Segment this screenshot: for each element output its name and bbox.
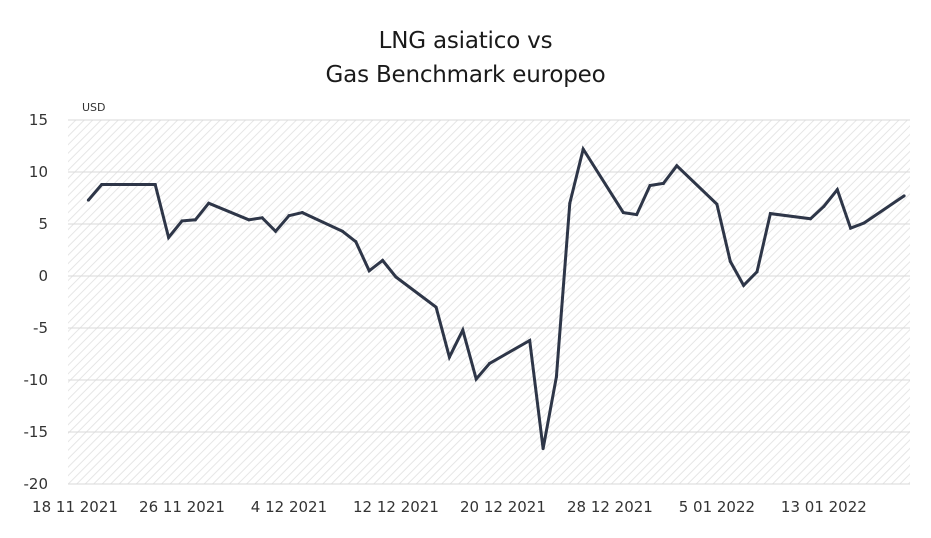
y-tick-label: -15 (24, 423, 49, 441)
data-point (100, 182, 104, 186)
data-point (835, 188, 839, 192)
data-point (715, 202, 719, 206)
series-layer (86, 145, 906, 451)
data-point (447, 355, 451, 359)
data-point (528, 338, 532, 342)
data-point (742, 283, 746, 287)
data-point (381, 258, 385, 262)
data-point (902, 194, 906, 198)
y-tick-label: 0 (38, 267, 48, 285)
data-point (180, 219, 184, 223)
x-tick-label: 5 01 2022 (679, 498, 755, 516)
data-point (849, 226, 853, 230)
data-point (822, 204, 826, 208)
chart-title-line-2: Gas Benchmark europeo (325, 62, 606, 88)
data-point (394, 275, 398, 279)
data-point (300, 211, 304, 215)
data-point (474, 377, 478, 381)
x-tick-label: 20 12 2021 (460, 498, 546, 516)
data-point (287, 214, 291, 218)
y-axis-tick-labels: 15 10 5 0 -5 -10 -15 -20 (24, 111, 49, 493)
x-tick-label: 12 12 2021 (353, 498, 439, 516)
data-point (86, 198, 90, 202)
data-point (354, 240, 358, 244)
data-point (153, 182, 157, 186)
data-point (661, 181, 665, 185)
data-point (768, 212, 772, 216)
data-point (554, 375, 558, 379)
y-axis-unit-label: USD (82, 101, 106, 114)
data-point (581, 147, 585, 151)
data-point (809, 217, 813, 221)
y-tick-label: 15 (29, 111, 48, 129)
data-point (340, 229, 344, 233)
data-point (434, 305, 438, 309)
data-point (621, 211, 625, 215)
data-point (541, 447, 545, 451)
grid-lines (68, 119, 910, 485)
plot-area (68, 120, 910, 484)
data-point (488, 361, 492, 365)
data-point (568, 201, 572, 205)
data-point (635, 213, 639, 217)
data-point (260, 216, 264, 220)
x-tick-label: 26 11 2021 (139, 498, 225, 516)
data-point (247, 218, 251, 222)
data-point (274, 229, 278, 233)
data-point (675, 164, 679, 168)
x-tick-label: 4 12 2021 (251, 498, 327, 516)
data-point (140, 182, 144, 186)
y-tick-label: -5 (33, 319, 48, 337)
y-tick-label: 5 (38, 215, 48, 233)
x-tick-label: 18 11 2021 (32, 498, 118, 516)
series-line (87, 145, 905, 449)
y-tick-label: -20 (24, 475, 49, 493)
y-tick-label: 10 (29, 163, 48, 181)
data-point (461, 328, 465, 332)
x-axis-tick-labels: 18 11 2021 26 11 2021 4 12 2021 12 12 2021 2… (32, 498, 867, 516)
data-point (648, 184, 652, 188)
y-tick-label: -10 (24, 371, 49, 389)
data-point (728, 259, 732, 263)
data-point (207, 201, 211, 205)
x-tick-label: 13 01 2022 (781, 498, 867, 516)
data-point (193, 218, 197, 222)
chart-title-line-1: LNG asiatico vs (378, 28, 553, 54)
data-point (367, 269, 371, 273)
data-point (755, 270, 759, 274)
x-tick-label: 28 12 2021 (567, 498, 653, 516)
data-point (167, 236, 171, 240)
data-point (862, 221, 866, 225)
